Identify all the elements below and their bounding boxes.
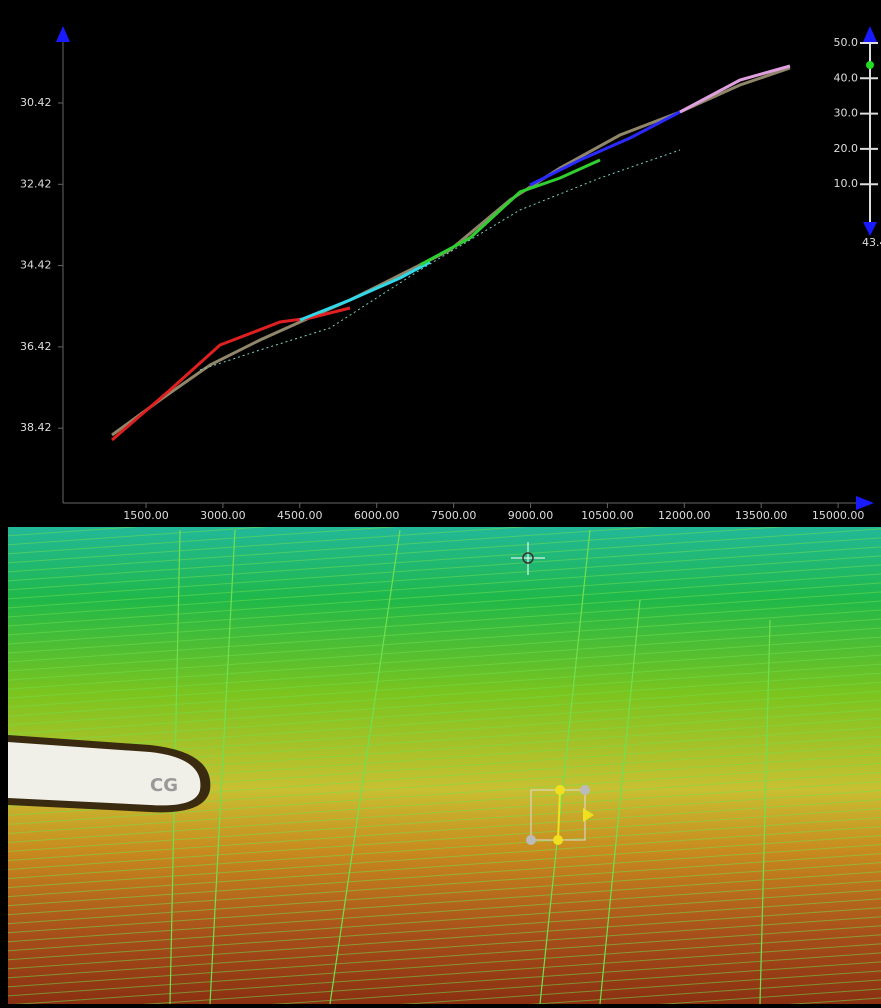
x-tick-label: 12000.00 xyxy=(658,509,711,522)
x-tick-label: 6000.00 xyxy=(354,509,400,522)
y-tick-label: 30.42 xyxy=(20,96,52,109)
y-tick-label: 34.42 xyxy=(20,259,52,272)
app-view: 30.42 32.42 34.42 36.42 38.42 1500.00 3000.00 4… xyxy=(0,0,881,1004)
x-tick-label: 10500.00 xyxy=(581,509,634,522)
x-tick-label: 3000.00 xyxy=(200,509,246,522)
map-border xyxy=(0,527,8,1004)
scale-label: 50.0 xyxy=(834,36,859,49)
scale-label: 10.0 xyxy=(834,177,859,190)
x-tick-label: 4500.00 xyxy=(277,509,323,522)
scale-label: 20.0 xyxy=(834,142,859,155)
y-tick-label: 36.42 xyxy=(20,340,52,353)
x-tick-label: 9000.00 xyxy=(508,509,554,522)
map-label: CG xyxy=(150,775,178,796)
x-tick-label: 7500.00 xyxy=(431,509,477,522)
y-tick-label: 38.42 xyxy=(20,421,52,434)
y-tick-label: 32.42 xyxy=(20,177,52,190)
map-view: CG xyxy=(0,527,881,1004)
scale-current: 43.4 xyxy=(862,236,881,249)
scale-label: 30.0 xyxy=(834,107,859,120)
page: 30.42 32.42 34.42 36.42 38.42 1500.00 3000.00 4… xyxy=(0,0,881,1004)
scale-marker[interactable] xyxy=(866,61,874,69)
x-tick-label: 15000.00 xyxy=(812,509,865,522)
x-tick-label: 13500.00 xyxy=(735,509,788,522)
x-tick-label: 1500.00 xyxy=(123,509,169,522)
scale-label: 40.0 xyxy=(834,71,859,84)
